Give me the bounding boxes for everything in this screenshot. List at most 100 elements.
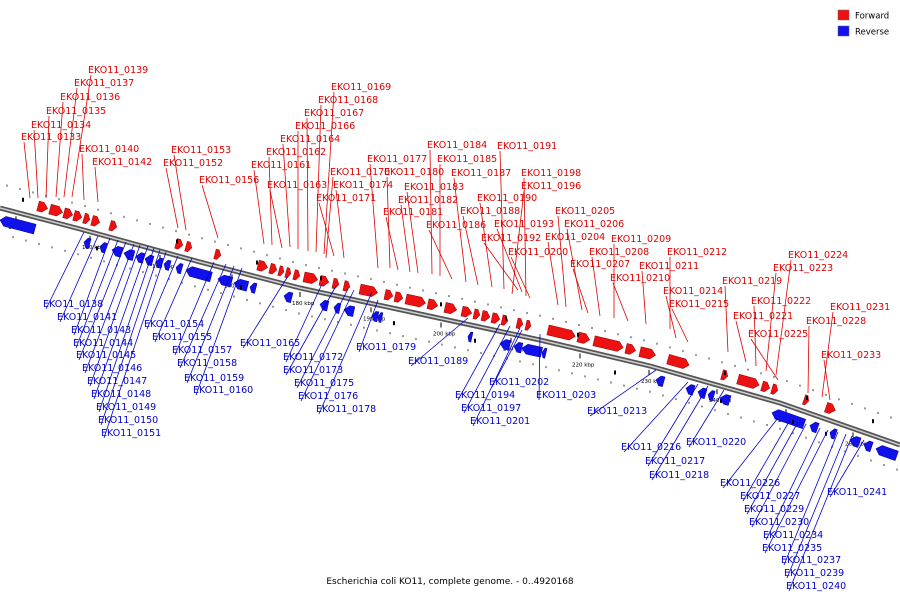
forward-gene-leader-line bbox=[557, 215, 567, 308]
forward-gene-label: EKO11_0200 bbox=[508, 247, 568, 258]
reverse-gene-label: EKO11_0149 bbox=[96, 402, 156, 413]
track-dot bbox=[344, 272, 346, 275]
track-dot bbox=[64, 249, 66, 252]
track-dot bbox=[766, 424, 768, 427]
reverse-gene-arrow bbox=[875, 445, 899, 461]
track-dot bbox=[610, 381, 612, 384]
forward-gene-leader-line bbox=[591, 256, 601, 317]
forward-gene-leader-line bbox=[483, 242, 519, 291]
genome-caption: Escherichia coli KO11, complete genome. … bbox=[326, 577, 574, 587]
track-dot bbox=[110, 212, 112, 215]
reverse-gene-leader-line bbox=[788, 435, 853, 592]
reverse-gene-label: EKO11_0226 bbox=[720, 478, 780, 489]
track-dot bbox=[584, 375, 586, 378]
reverse-gene-leader-line bbox=[358, 299, 379, 353]
reverse-gene-label: EKO11_0203 bbox=[536, 390, 596, 401]
forward-gene-label: EKO11_0183 bbox=[404, 182, 464, 193]
legend-swatch-forward bbox=[837, 9, 850, 21]
forward-gene-label: EKO11_0170 bbox=[330, 167, 390, 178]
track-dot bbox=[474, 300, 476, 303]
forward-gene-leader-line bbox=[750, 338, 779, 381]
forward-gene-label: EKO11_0208 bbox=[589, 247, 649, 258]
track-dot bbox=[675, 398, 677, 401]
forward-gene-leader-line bbox=[81, 153, 85, 201]
forward-gene-arrow bbox=[480, 310, 491, 322]
track-dot bbox=[526, 311, 528, 314]
reverse-gene-label: EKO11_0240 bbox=[786, 581, 846, 592]
forward-gene-arrow bbox=[331, 277, 340, 289]
track-dot bbox=[792, 432, 794, 435]
forward-gene-label: EKO11_0221 bbox=[733, 311, 793, 322]
forward-gene-leader-line bbox=[453, 177, 467, 283]
forward-gene-leader-line bbox=[165, 167, 179, 229]
track-dot bbox=[448, 295, 450, 298]
forward-gene-label: EKO11_0215 bbox=[669, 299, 729, 310]
track-dot bbox=[6, 184, 8, 187]
track-dot bbox=[636, 387, 638, 390]
forward-gene-arrow bbox=[284, 267, 292, 279]
axis-tick-label: 200 kbp bbox=[433, 332, 456, 338]
forward-gene-arrow bbox=[576, 331, 591, 344]
track-dot bbox=[103, 260, 105, 263]
track-dot bbox=[643, 339, 645, 342]
track-dot bbox=[214, 240, 216, 243]
forward-gene-leader-line bbox=[821, 311, 834, 398]
reverse-gene-label: EKO11_0201 bbox=[470, 416, 530, 427]
reverse-gene-label: EKO11_0194 bbox=[455, 390, 515, 401]
track-dot bbox=[272, 305, 274, 308]
reverse-gene-label: EKO11_0227 bbox=[740, 491, 800, 502]
forward-gene-leader-line bbox=[479, 202, 493, 288]
track-dot bbox=[467, 349, 469, 352]
reverse-gene-leader-line bbox=[45, 231, 85, 310]
track-dot bbox=[597, 378, 599, 381]
forward-gene-label: EKO11_0206 bbox=[564, 219, 624, 230]
forward-gene-label: EKO11_0223 bbox=[773, 263, 833, 274]
track-dot bbox=[877, 411, 879, 414]
reverse-gene-label: EKO11_0146 bbox=[82, 363, 142, 374]
track-dot bbox=[591, 327, 593, 330]
forward-gene-leader-line bbox=[511, 190, 525, 295]
forward-gene-label: EKO11_0164 bbox=[280, 134, 340, 145]
forward-gene-arrow bbox=[302, 271, 319, 284]
forward-gene-leader-line bbox=[268, 156, 273, 246]
track-dot bbox=[422, 289, 424, 292]
track-dot bbox=[285, 309, 287, 312]
forward-gene-leader-line bbox=[775, 259, 792, 376]
reverse-gene-leader-line bbox=[84, 243, 135, 374]
axis-tick-label: 160 kbp bbox=[152, 264, 175, 270]
track-dot bbox=[623, 384, 625, 387]
track-dot bbox=[662, 394, 664, 397]
forward-gene-label: EKO11_0152 bbox=[163, 158, 223, 169]
forward-gene-leader-line bbox=[173, 154, 187, 231]
forward-gene-arrow bbox=[48, 203, 63, 217]
forward-gene-leader-line bbox=[735, 320, 747, 363]
reverse-gene-arrow bbox=[655, 375, 666, 388]
reverse-gene-leader-line bbox=[651, 385, 709, 481]
track-dot bbox=[532, 363, 534, 366]
track-dot bbox=[162, 226, 164, 229]
forward-gene-leader-line bbox=[315, 104, 322, 253]
reverse-gene-leader-line bbox=[742, 419, 791, 502]
track-dot bbox=[558, 369, 560, 372]
forward-gene-label: EKO11_0225 bbox=[748, 329, 808, 340]
forward-gene-arrow bbox=[760, 380, 771, 393]
track-dot bbox=[669, 346, 671, 349]
reverse-gene-arrow bbox=[377, 312, 384, 323]
track-dot bbox=[266, 254, 268, 257]
forward-gene-leader-line bbox=[335, 189, 345, 259]
track-dot bbox=[383, 280, 385, 283]
forward-gene-arrow bbox=[256, 259, 269, 272]
track-dot bbox=[292, 260, 294, 263]
reverse-gene-label: EKO11_0189 bbox=[408, 356, 468, 367]
track-dot bbox=[233, 295, 235, 298]
reverse-gene-label: EKO11_0229 bbox=[744, 504, 804, 515]
forward-gene-leader-line bbox=[665, 295, 677, 339]
feature-mark bbox=[320, 276, 322, 281]
forward-gene-leader-line bbox=[400, 204, 411, 273]
track-dot bbox=[77, 253, 79, 256]
forward-gene-label: EKO11_0136 bbox=[60, 92, 120, 103]
forward-gene-leader-line bbox=[406, 191, 419, 274]
feature-mark bbox=[792, 420, 794, 425]
track-dot bbox=[142, 271, 144, 274]
